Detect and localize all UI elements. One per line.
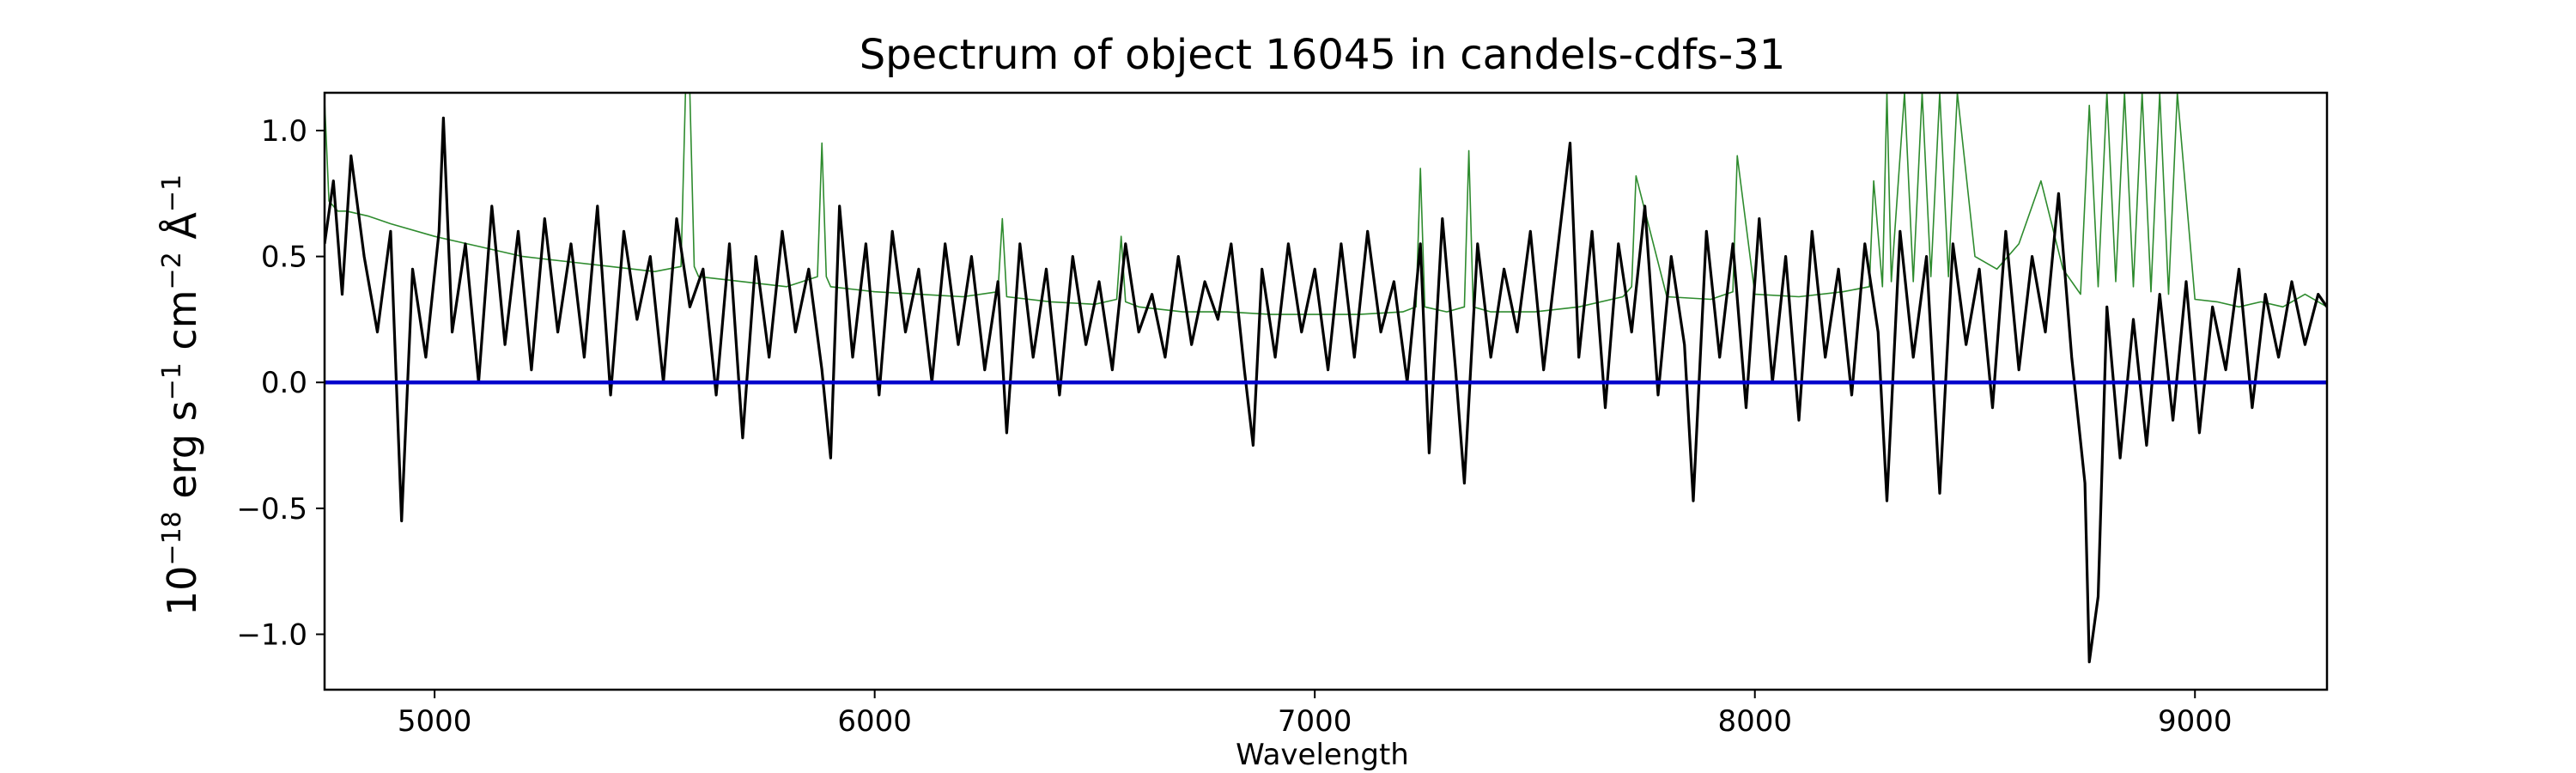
x-tick-label: 7000 [1278,704,1352,739]
svg-text:10−18 erg s−1 cm−2 Å−1: 10−18 erg s−1 cm−2 Å−1 [157,174,205,616]
y-axis-label: 10−18 erg s−1 cm−2 Å−1 [157,174,205,616]
y-label-part2: cm [159,289,205,362]
y-label-part1: erg s [159,400,205,511]
chart-title: Spectrum of object 16045 in candels-cdfs… [860,31,1786,79]
y-label-base: 10 [159,566,205,617]
y-tick-label: −1.0 [236,618,307,652]
x-tick-label: 5000 [398,704,472,739]
flux-series-line [325,116,2327,664]
x-axis-label: Wavelength [1236,738,1409,772]
axes: 5000 6000 7000 8000 9000 1.0 0.5 0.0 −0.5 −1.0 [236,91,2329,739]
y-label-exp2: −1 [157,362,187,400]
y-label-part3: Å [159,212,205,253]
x-tick-label: 8000 [1717,704,1792,739]
plot-area [325,93,2327,664]
y-label-exp3: −2 [157,252,187,289]
x-tick-label: 6000 [837,704,912,739]
noise-series-line [325,93,2327,315]
x-tick-label: 9000 [2158,704,2233,739]
y-tick-label: 0.5 [261,240,307,275]
y-label-exp1: −18 [157,511,187,565]
y-tick-label: −0.5 [236,492,307,526]
y-tick-label: 0.0 [261,366,307,400]
y-tick-label: 1.0 [261,114,307,149]
y-label-exp4: −1 [157,174,187,212]
plot-frame [323,91,2329,691]
